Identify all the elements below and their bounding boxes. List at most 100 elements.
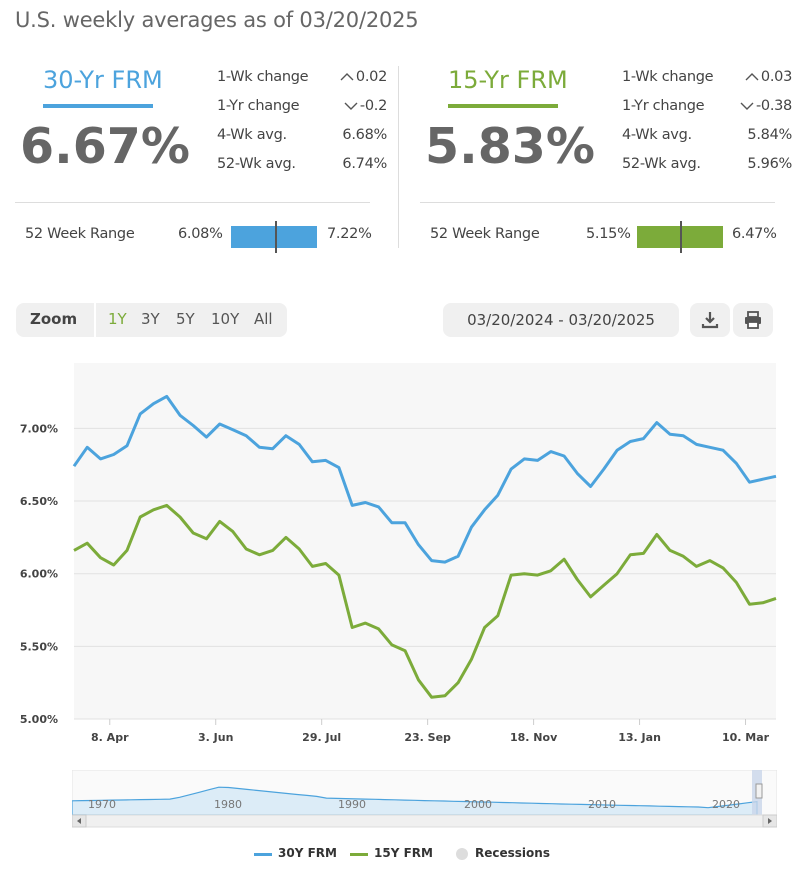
zoom-5y-button[interactable]: 5Y (176, 310, 195, 328)
legend-item-15yr[interactable]: 15Y FRM (374, 846, 433, 860)
rate-panel-30yr: 30-Yr FRM 6.67% 1-Wk change 0.02 1-Yr ch… (15, 62, 387, 262)
stat-row: 4-Wk avg. 5.84% (622, 125, 792, 154)
legend-item-30yr[interactable]: 30Y FRM (278, 846, 337, 860)
stat-row: 52-Wk avg. 5.96% (622, 154, 792, 183)
stats-30yr: 1-Wk change 0.02 1-Yr change -0.2 4-Wk a… (217, 67, 387, 183)
chevron-up-icon (745, 73, 759, 81)
range-label: 52 Week Range (430, 226, 540, 242)
navigator-tick-label: 1980 (214, 798, 242, 811)
zoom-1y-button[interactable]: 1Y (108, 310, 127, 328)
range-max: 6.47% (732, 226, 777, 242)
stat-row: 1-Wk change 0.03 (622, 67, 792, 96)
range-min: 5.15% (586, 226, 631, 242)
stat-value: -0.38 (740, 98, 792, 114)
x-tick-label: 8. Apr (91, 731, 129, 744)
download-button[interactable] (690, 303, 730, 337)
x-tick-label: 3. Jun (198, 731, 233, 744)
stat-label: 1-Yr change (622, 98, 705, 114)
x-tick-label: 18. Nov (510, 731, 558, 744)
stat-label: 4-Wk avg. (622, 127, 692, 143)
legend-dot-recessions (456, 848, 468, 860)
chevron-up-icon (340, 73, 354, 81)
range-label: 52 Week Range (25, 226, 135, 242)
rate-underline-30yr (43, 104, 153, 108)
y-tick-label: 6.00% (20, 568, 58, 581)
navigator-handle (755, 783, 763, 799)
page-title: U.S. weekly averages as of 03/20/2025 (15, 8, 419, 32)
rate-value-15yr: 5.83% (425, 118, 595, 175)
chevron-right-icon (768, 818, 772, 824)
zoom-group: Zoom 1Y 3Y 5Y 10Y All (16, 303, 287, 337)
stat-row: 1-Yr change -0.38 (622, 96, 792, 125)
series-line-15yr (73, 503, 777, 699)
range-max: 7.22% (327, 226, 372, 242)
stat-label: 4-Wk avg. (217, 127, 287, 143)
y-tick-label: 6.50% (20, 495, 58, 508)
divider (420, 202, 775, 203)
navigator-scrollbar (71, 814, 778, 828)
x-tick-label: 10. Mar (722, 731, 770, 744)
rate-name-15yr: 15-Yr FRM (448, 66, 568, 94)
stat-value: 5.84% (747, 127, 792, 143)
chart-area: 5.00% 5.50% 6.00% 6.50% 7.00% 8. Apr 3. Jun 29.… (0, 355, 800, 755)
range-bar-15yr (637, 221, 723, 253)
x-tick-label: 23. Sep (404, 731, 451, 744)
chevron-down-icon (740, 102, 754, 110)
stat-value-text: 0.02 (355, 69, 387, 85)
zoom-separator (94, 303, 96, 337)
date-range-input[interactable]: 03/20/2024 - 03/20/2025 (443, 303, 679, 337)
range-marker (680, 221, 683, 253)
zoom-3y-button[interactable]: 3Y (141, 310, 160, 328)
stat-value-text: -0.2 (359, 98, 387, 114)
x-tick-label: 13. Jan (618, 731, 661, 744)
stat-label: 1-Wk change (622, 69, 714, 85)
download-icon (701, 312, 719, 329)
zoom-all-button[interactable]: All (254, 310, 273, 328)
chart-navigator[interactable]: 1970 1980 1990 2000 2010 2020 (71, 769, 778, 830)
stat-value: 5.96% (747, 156, 792, 172)
navigator-tick-label: 2020 (712, 798, 740, 811)
range-row-30yr: 52 Week Range 6.08% 7.22% (15, 220, 387, 253)
range-row-15yr: 52 Week Range 5.15% 6.47% (420, 220, 792, 253)
stat-value: 6.74% (342, 156, 387, 172)
rate-panel-15yr: 15-Yr FRM 5.83% 1-Wk change 0.03 1-Yr ch… (420, 62, 792, 262)
stat-value-text: 0.03 (760, 69, 792, 85)
stat-row: 1-Wk change 0.02 (217, 67, 387, 96)
stat-value: 0.03 (745, 69, 792, 85)
navigator-tick-label: 1970 (88, 798, 116, 811)
navigator-tick-label: 2000 (464, 798, 492, 811)
stats-15yr: 1-Wk change 0.03 1-Yr change -0.38 4-Wk … (622, 67, 792, 183)
legend-item-recessions[interactable]: Recessions (475, 846, 550, 860)
chart-legend: 30Y FRM 15Y FRM Recessions (0, 846, 800, 866)
navigator-tick-label: 1990 (338, 798, 366, 811)
rate-name-30yr: 30-Yr FRM (43, 66, 163, 94)
rate-chart[interactable]: 5.00% 5.50% 6.00% 6.50% 7.00% 8. Apr 3. Jun 29.… (0, 355, 800, 755)
range-bar-30yr (231, 221, 317, 253)
stat-label: 52-Wk avg. (622, 156, 701, 172)
navigator-area (71, 786, 758, 816)
y-tick-label: 5.00% (20, 713, 58, 726)
series-line-30yr (72, 394, 777, 564)
stat-label: 1-Yr change (217, 98, 300, 114)
range-marker (274, 221, 277, 253)
x-tick-label: 29. Jul (302, 731, 341, 744)
print-button[interactable] (733, 303, 773, 337)
legend-swatch-15yr (350, 853, 368, 856)
print-icon (745, 311, 761, 329)
zoom-10y-button[interactable]: 10Y (211, 310, 240, 328)
stat-value: 6.68% (342, 127, 387, 143)
panel-divider (398, 66, 399, 248)
stat-row: 52-Wk avg. 6.74% (217, 154, 387, 183)
legend-swatch-30yr (254, 853, 272, 856)
rate-value-30yr: 6.67% (20, 118, 190, 175)
stat-value: 0.02 (340, 69, 387, 85)
zoom-label: Zoom (30, 310, 78, 328)
navigator-tick-label: 2010 (588, 798, 616, 811)
range-min: 6.08% (178, 226, 223, 242)
navigator-svg[interactable]: 1970 1980 1990 2000 2010 2020 (71, 769, 778, 830)
stat-label: 52-Wk avg. (217, 156, 296, 172)
rate-underline-15yr (448, 104, 558, 108)
chevron-down-icon (344, 102, 358, 110)
chevron-left-icon (77, 818, 81, 824)
stat-value-text: -0.38 (755, 98, 792, 114)
